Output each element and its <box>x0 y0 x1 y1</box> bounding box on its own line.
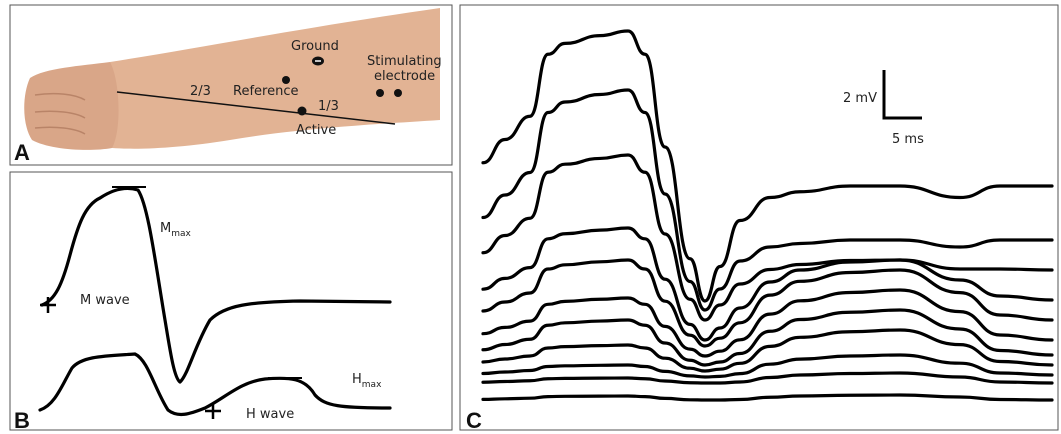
two-thirds-label: 2/3 <box>190 84 211 99</box>
h-wave-trace <box>40 354 390 414</box>
stim-label: electrode <box>374 69 435 84</box>
m-wave-trace <box>42 188 390 382</box>
emg-trace <box>483 373 1052 383</box>
h-max-sub: max <box>362 380 382 390</box>
scale-bar <box>884 70 922 118</box>
m-max-main: M <box>160 221 171 236</box>
m-max-label: Mmax <box>160 221 192 239</box>
h-max-main: H <box>352 372 362 387</box>
panel-label: C <box>466 408 482 433</box>
panel-label: B <box>14 408 30 433</box>
reference-label: Reference <box>233 84 298 99</box>
emg-trace <box>483 31 1052 301</box>
active-electrode <box>298 107 307 116</box>
ground-label: Ground <box>291 39 339 54</box>
traces <box>483 31 1052 400</box>
emg-trace <box>483 90 1052 310</box>
stim-label: Stimulating <box>367 54 442 69</box>
fist <box>24 62 118 150</box>
active-label: Active <box>296 123 336 138</box>
m-max-sub: max <box>171 229 191 239</box>
h-max-label: Hmax <box>352 372 382 390</box>
h-wave-label: H wave <box>246 407 294 422</box>
emg-trace <box>483 310 1052 365</box>
one-third-label: 1/3 <box>318 99 339 114</box>
stim-electrode <box>376 89 384 97</box>
stim-electrode <box>394 89 402 97</box>
time-scale: 5 ms <box>892 132 924 147</box>
m-onset <box>40 297 56 313</box>
amplitude-scale: 2 mV <box>843 91 877 106</box>
emg-trace <box>483 355 1052 377</box>
emg-trace <box>483 395 1052 400</box>
figure: Ground Stimulating electrode Reference 2… <box>0 0 1061 434</box>
reference-electrode <box>282 76 290 84</box>
panel-label: A <box>14 140 30 165</box>
m-wave-label: M wave <box>80 293 130 308</box>
